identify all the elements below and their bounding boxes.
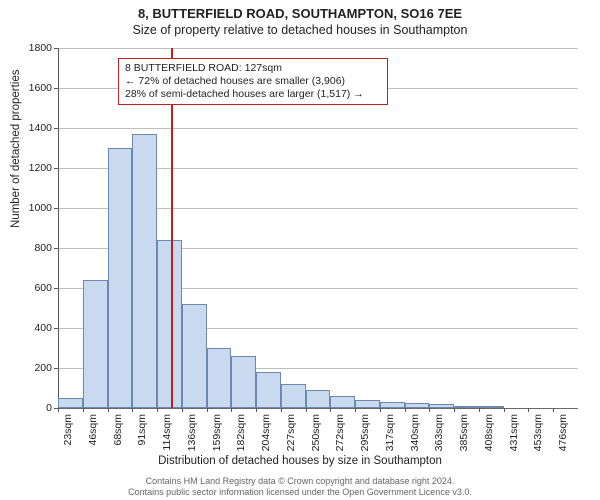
y-tick-mark: [54, 88, 58, 89]
histogram-bar: [108, 148, 133, 408]
y-tick-label: 0: [12, 402, 52, 414]
y-tick-mark: [54, 248, 58, 249]
y-tick-label: 1800: [12, 42, 52, 54]
y-tick-mark: [54, 208, 58, 209]
y-tick-label: 1000: [12, 202, 52, 214]
x-tick-mark: [306, 408, 307, 412]
y-tick-label: 1400: [12, 122, 52, 134]
callout-line-3: 28% of semi-detached houses are larger (…: [125, 88, 381, 101]
footer-attribution: Contains HM Land Registry data © Crown c…: [0, 476, 600, 498]
callout-line-1: 8 BUTTERFIELD ROAD: 127sqm: [125, 62, 381, 75]
histogram-bar: [157, 240, 182, 408]
histogram-bar: [355, 400, 380, 408]
y-tick-label: 400: [12, 322, 52, 334]
grid-line: [58, 128, 578, 129]
y-tick-label: 1600: [12, 82, 52, 94]
x-tick-mark: [231, 408, 232, 412]
x-tick-mark: [83, 408, 84, 412]
histogram-bar: [132, 134, 157, 408]
callout-box: 8 BUTTERFIELD ROAD: 127sqm ← 72% of deta…: [118, 58, 388, 105]
plot-area: 8 BUTTERFIELD ROAD: 127sqm ← 72% of deta…: [58, 48, 578, 408]
histogram-bar: [380, 402, 405, 408]
footer-line-1: Contains HM Land Registry data © Crown c…: [0, 476, 600, 487]
x-tick-mark: [157, 408, 158, 412]
x-tick-mark: [479, 408, 480, 412]
histogram-bar: [281, 384, 306, 408]
x-tick-mark: [528, 408, 529, 412]
y-tick-label: 800: [12, 242, 52, 254]
histogram-bar: [182, 304, 207, 408]
y-tick-mark: [54, 48, 58, 49]
y-tick-label: 1200: [12, 162, 52, 174]
x-tick-mark: [454, 408, 455, 412]
chart-title: 8, BUTTERFIELD ROAD, SOUTHAMPTON, SO16 7…: [0, 6, 600, 21]
histogram-bar: [231, 356, 256, 408]
histogram-bar: [58, 398, 83, 408]
x-tick-mark: [207, 408, 208, 412]
histogram-bar: [454, 406, 479, 408]
histogram-bar: [207, 348, 232, 408]
x-axis-label: Distribution of detached houses by size …: [0, 455, 600, 467]
histogram-bar: [429, 404, 454, 408]
histogram-bar: [330, 396, 355, 408]
x-tick-mark: [355, 408, 356, 412]
y-tick-label: 600: [12, 282, 52, 294]
x-tick-mark: [58, 408, 59, 412]
x-tick-mark: [132, 408, 133, 412]
x-tick-mark: [429, 408, 430, 412]
histogram-bar: [306, 390, 331, 408]
y-tick-mark: [54, 368, 58, 369]
x-tick-mark: [108, 408, 109, 412]
x-tick-mark: [504, 408, 505, 412]
histogram-bar: [83, 280, 108, 408]
y-tick-mark: [54, 168, 58, 169]
histogram-bar: [405, 403, 430, 408]
footer-line-2: Contains public sector information licen…: [0, 487, 600, 498]
grid-line: [58, 408, 578, 409]
x-tick-mark: [330, 408, 331, 412]
chart-subtitle: Size of property relative to detached ho…: [0, 23, 600, 37]
title-block: 8, BUTTERFIELD ROAD, SOUTHAMPTON, SO16 7…: [0, 0, 600, 37]
x-tick-mark: [182, 408, 183, 412]
histogram-bar: [479, 406, 504, 408]
x-tick-mark: [553, 408, 554, 412]
x-tick-mark: [281, 408, 282, 412]
x-tick-mark: [380, 408, 381, 412]
grid-line: [58, 48, 578, 49]
x-tick-mark: [256, 408, 257, 412]
y-tick-mark: [54, 328, 58, 329]
y-tick-mark: [54, 128, 58, 129]
y-tick-label: 200: [12, 362, 52, 374]
callout-line-2: ← 72% of detached houses are smaller (3,…: [125, 75, 381, 88]
chart-container: 8, BUTTERFIELD ROAD, SOUTHAMPTON, SO16 7…: [0, 0, 600, 500]
histogram-bar: [256, 372, 281, 408]
x-tick-mark: [405, 408, 406, 412]
y-tick-mark: [54, 288, 58, 289]
